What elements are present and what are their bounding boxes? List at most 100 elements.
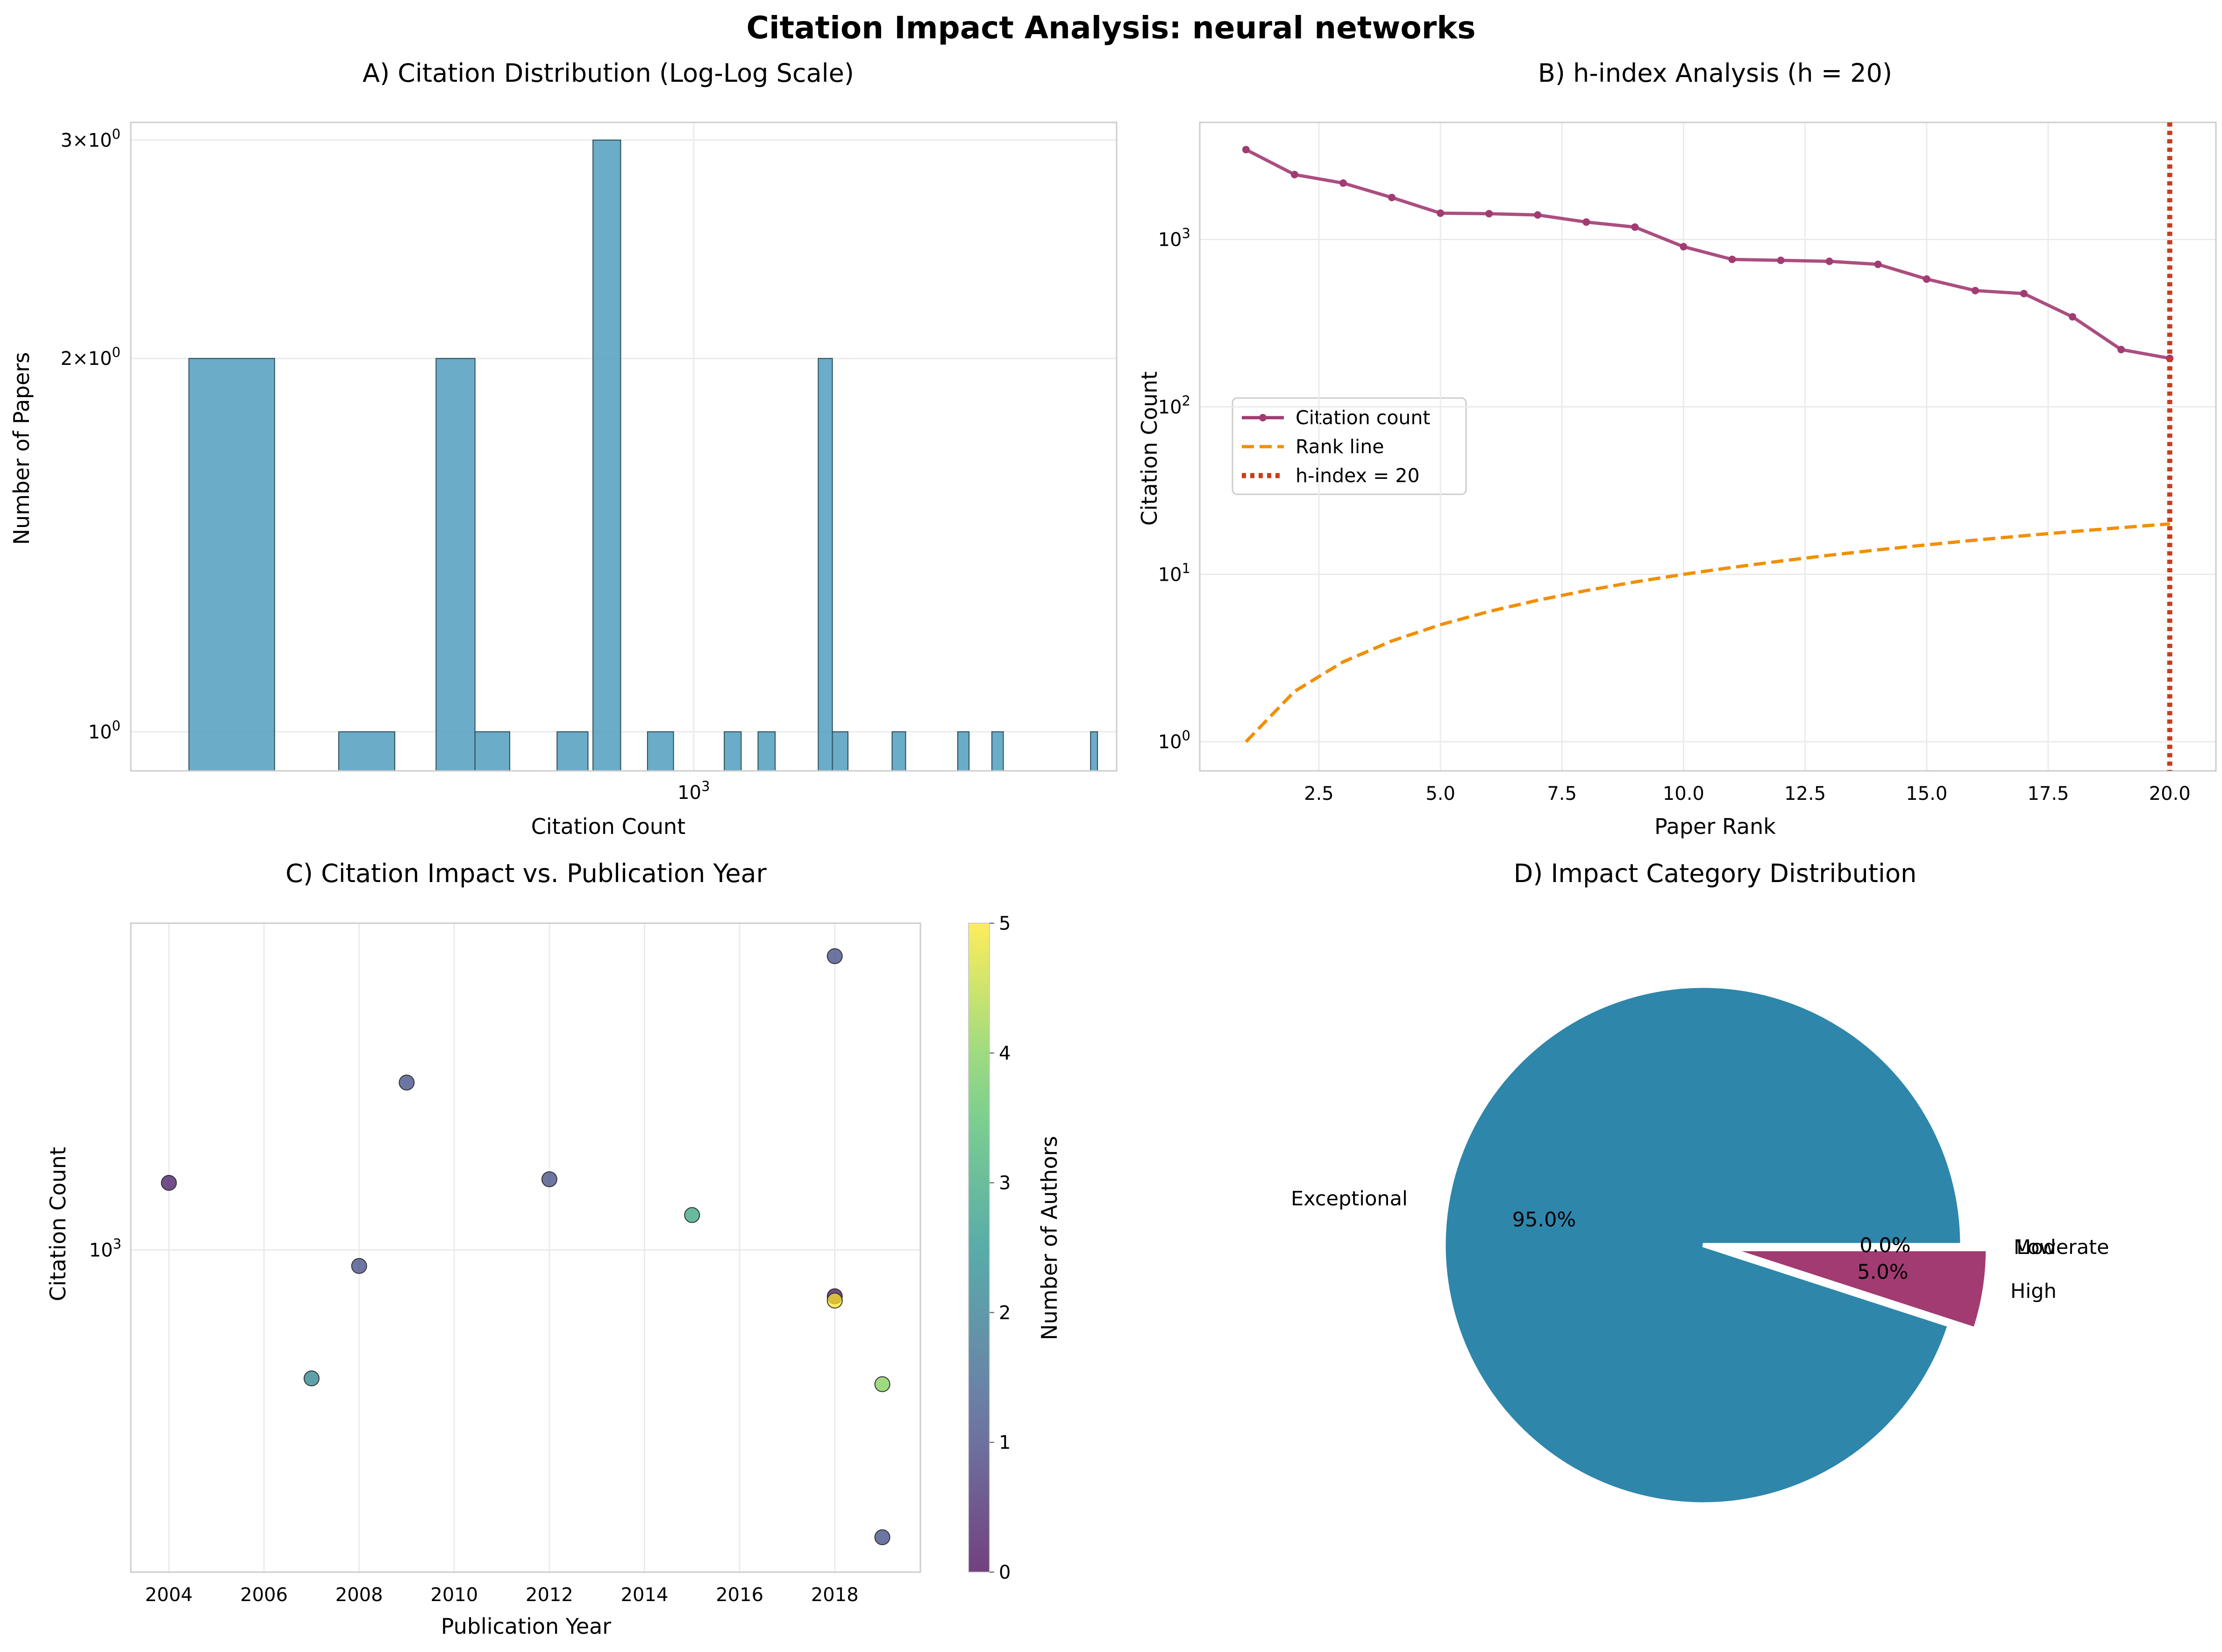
citation-count-point: [1485, 210, 1493, 218]
pie-slice-high: [1728, 1247, 1990, 1332]
citation-count-point: [2069, 313, 2077, 321]
panel-a-histogram-bar: [188, 358, 275, 771]
scatter-point: [399, 1075, 415, 1091]
pie-label-exceptional: Exceptional: [1291, 1187, 1408, 1211]
scatter-point: [541, 1171, 557, 1188]
panel-a-histogram-bar: [338, 731, 395, 772]
panel-c-x-tick-label: 2010: [430, 1584, 478, 1606]
scatter-point: [874, 1529, 890, 1545]
pie-label-high: High: [2010, 1280, 2057, 1303]
citation-count-point: [2020, 290, 2028, 298]
panel-a-histogram-bar: [957, 731, 970, 772]
citation-count-point: [1971, 286, 1979, 294]
colorbar-label: Number of Authors: [1037, 1136, 1062, 1340]
panel-b-x-tick-label: 17.5: [2027, 783, 2069, 805]
panel-a-histogram-bar: [991, 731, 1004, 772]
panel-b-x-tick-label: 7.5: [1547, 783, 1577, 805]
panel-c-x-tick-label: 2014: [621, 1584, 669, 1606]
panel-c-x-axis-label: Publication Year: [441, 1614, 612, 1639]
citation-count-point: [1825, 257, 1833, 265]
panel-a-histogram-bar: [891, 731, 906, 772]
legend-label: Citation count: [1296, 406, 1430, 429]
scatter-point: [684, 1207, 700, 1223]
panel-b-y-tick-label: 103: [1158, 226, 1190, 251]
pie-pct-exceptional: 95.0%: [1512, 1208, 1576, 1232]
panel-c-x-tick-label: 2016: [716, 1584, 763, 1606]
colorbar-tick-label: 1: [999, 1432, 1011, 1453]
panel-b-x-tick-label: 10.0: [1663, 783, 1704, 805]
citation-count-point: [1582, 218, 1590, 226]
panel-b-x-tick-label: 20.0: [2149, 783, 2191, 805]
panel-b-x-tick-label: 2.5: [1304, 783, 1334, 805]
panel-a-y-axis-label: Number of Papers: [9, 352, 34, 545]
panel-a-histogram-bar: [724, 731, 742, 772]
panel-b-x-tick-label: 5.0: [1425, 783, 1455, 805]
panel-b-y-tick-label: 100: [1158, 728, 1190, 753]
citation-count-point: [1388, 193, 1396, 201]
panel-b-y-tick-label: 101: [1158, 560, 1190, 585]
panel-b-y-tick-label: 102: [1158, 393, 1190, 418]
citation-count-point: [1534, 211, 1542, 219]
citation-count-point: [1728, 256, 1736, 263]
pie-pct-low: 0.0%: [1859, 1234, 1910, 1257]
panel-c-citation-vs-year: C) Citation Impact vs. Publication Year …: [45, 859, 1062, 1639]
panel-b-title: B) h-index Analysis (h = 20): [1538, 58, 1892, 88]
citation-count-series: [1245, 148, 2170, 360]
figure-title: Citation Impact Analysis: neural network…: [747, 10, 1476, 46]
colorbar-tick-label: 4: [999, 1043, 1011, 1064]
panel-a-citation-distribution: A) Citation Distribution (Log-Log Scale)…: [9, 58, 1118, 839]
scatter-point: [874, 1376, 890, 1392]
panel-b-x-axis-label: Paper Rank: [1654, 814, 1776, 839]
panel-a-x-tick-label: 103: [677, 778, 710, 804]
pie-label-low: Low: [2016, 1236, 2056, 1259]
citation-count-point: [1242, 146, 1250, 154]
colorbar-tick-label: 2: [999, 1302, 1011, 1324]
panel-c-x-tick-label: 2012: [526, 1584, 573, 1606]
legend-marker: [1259, 414, 1267, 421]
panel-a-histogram-bar: [592, 139, 621, 771]
citation-count-point: [1777, 256, 1785, 264]
panel-c-x-tick-label: 2006: [240, 1584, 288, 1606]
panel-a-histogram-bar: [435, 358, 476, 771]
panel-a-histogram-bar: [474, 731, 510, 772]
panel-a-histogram-bar: [556, 731, 589, 772]
panel-c-x-tick-label: 2004: [145, 1584, 193, 1606]
panel-b-legend: Citation count Rank line h-index = 20: [1232, 397, 1467, 495]
panel-b-plot-frame: [1199, 121, 2217, 772]
panel-c-title: C) Citation Impact vs. Publication Year: [285, 859, 767, 888]
panel-c-y-axis-label: Citation Count: [45, 1147, 71, 1301]
citation-count-point: [1437, 209, 1445, 217]
panel-a-histogram-bar: [757, 731, 776, 772]
panel-a-y-tick-label: 100: [88, 718, 121, 743]
legend-label: h-index = 20: [1296, 464, 1420, 487]
scatter-point: [826, 1292, 843, 1309]
colorbar-tick-label: 5: [999, 913, 1011, 934]
colorbar-tick-label: 0: [999, 1562, 1011, 1583]
scatter-point: [826, 948, 843, 964]
pie-pct-high: 5.0%: [1857, 1260, 1908, 1284]
citation-count-point: [1874, 260, 1882, 268]
citation-count-point: [1680, 243, 1688, 251]
pie-label-moderate: Moderate: [2014, 1236, 2109, 1259]
scatter-point: [351, 1258, 367, 1274]
panel-b-x-tick-label: 15.0: [1906, 783, 1947, 805]
citation-count-point: [1339, 179, 1347, 187]
panel-c-y-tick-label: 103: [89, 1236, 121, 1261]
panel-b-x-tick-label: 12.5: [1784, 783, 1826, 805]
panel-a-y-tick-label: 2×100: [61, 344, 121, 370]
panel-d-title: D) Impact Category Distribution: [1514, 859, 1917, 888]
panel-a-x-axis-label: Citation Count: [531, 814, 685, 839]
panel-c-x-tick-label: 2018: [811, 1584, 859, 1606]
colorbar-tick-label: 3: [999, 1173, 1011, 1194]
panel-a-title: A) Citation Distribution (Log-Log Scale): [363, 58, 854, 88]
panel-a-y-tick-label: 3×100: [61, 126, 121, 151]
scatter-point: [303, 1370, 320, 1387]
citation-count-point: [1923, 275, 1930, 283]
panel-a-plot-frame: [130, 121, 1118, 772]
pie-pct-moderate: 0.0%: [1859, 1234, 1910, 1257]
scatter-point: [161, 1175, 177, 1191]
rank-line-series: [1245, 522, 2170, 743]
panel-a-histogram-bar: [832, 731, 848, 772]
panel-b-y-axis-label: Citation Count: [1137, 371, 1162, 526]
